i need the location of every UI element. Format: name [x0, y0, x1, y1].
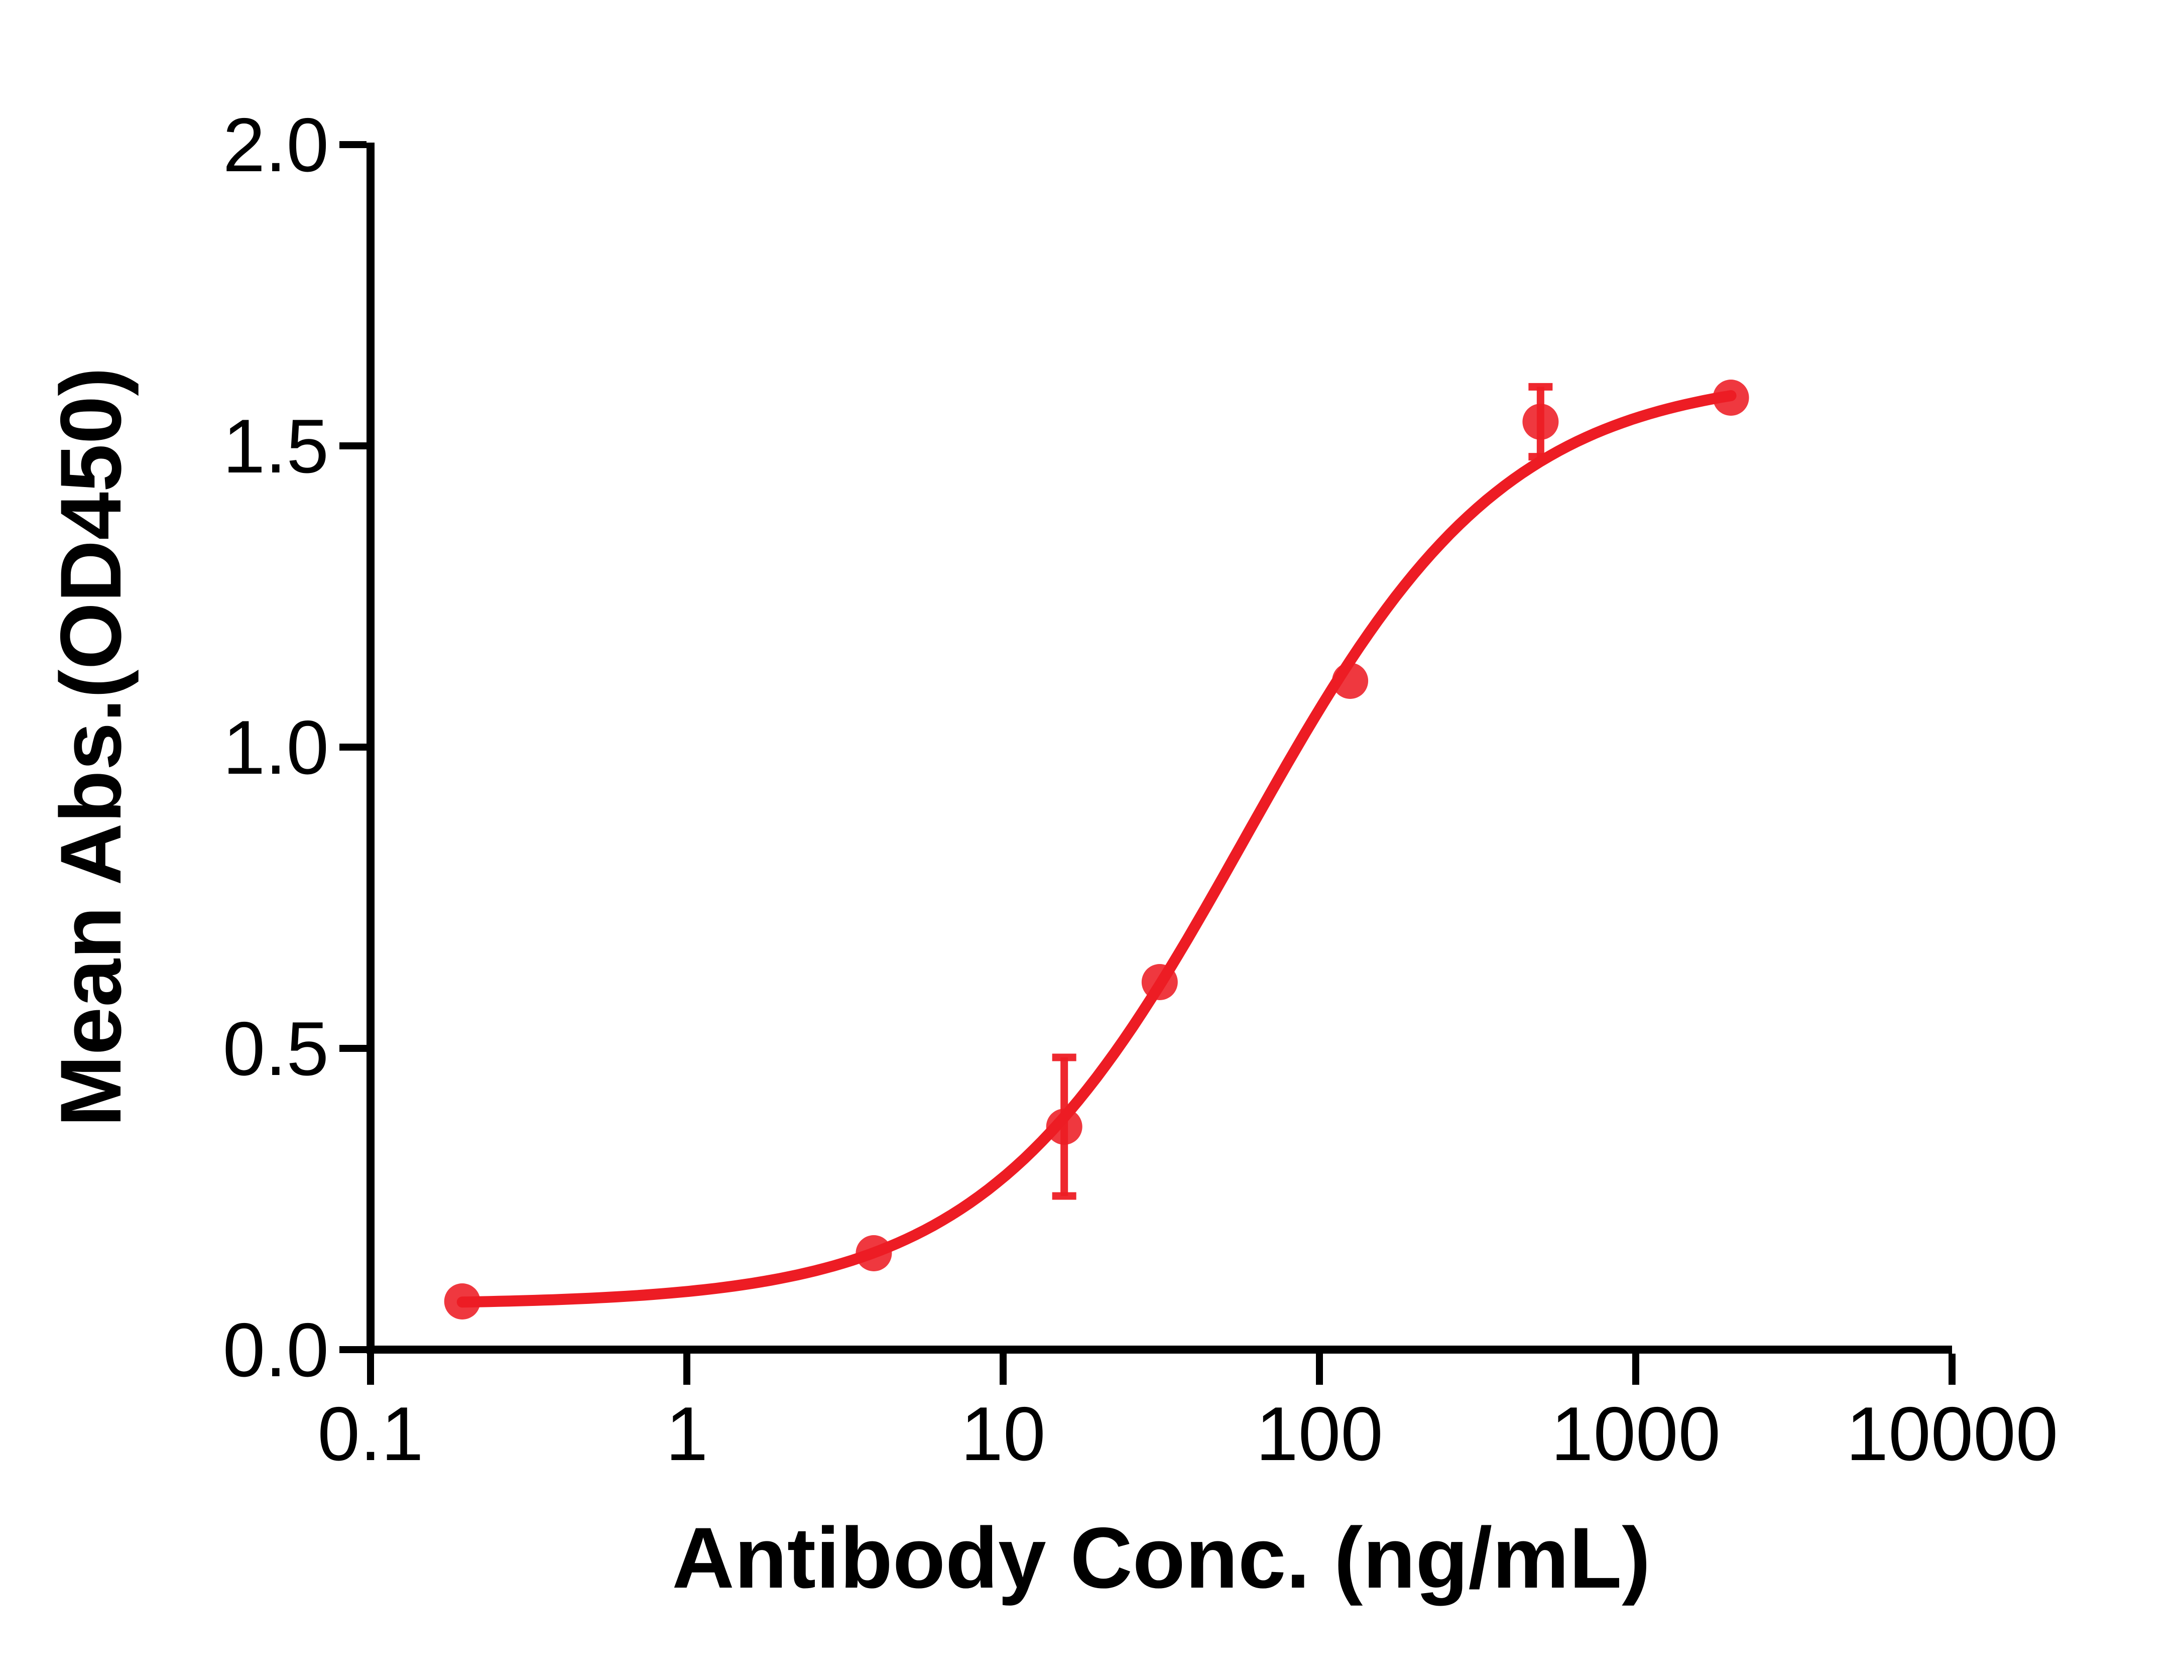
- x-axis-tick-labels: 0.1 1 10 100 1000 10000: [317, 1391, 2058, 1477]
- data-series-layer: [444, 380, 1749, 1319]
- x-axis-title: Antibody Conc. (ng/mL): [672, 1510, 1650, 1606]
- x-tick-label: 10000: [1846, 1391, 2058, 1477]
- axis-frame: [367, 143, 1952, 1354]
- x-tick-label: 100: [1256, 1391, 1383, 1477]
- y-tick-label: 0.5: [223, 1006, 329, 1092]
- data-point: [1046, 1109, 1082, 1145]
- y-tick-label: 1.0: [223, 705, 329, 790]
- y-axis-tick-labels: 0.0 0.5 1.0 1.5 2.0: [223, 102, 329, 1393]
- y-axis-title: Mean Abs.(OD450): [43, 367, 139, 1127]
- x-axis-ticks: [367, 1354, 1956, 1385]
- data-point: [1332, 663, 1369, 699]
- data-point: [1141, 964, 1178, 1000]
- fit-curve: [456, 390, 1737, 1308]
- data-point: [1713, 380, 1749, 416]
- y-tick-label: 1.5: [223, 404, 329, 489]
- data-point: [1522, 404, 1559, 440]
- data-point: [856, 1235, 892, 1271]
- x-tick-label: 10: [960, 1391, 1045, 1477]
- y-tick-label: 2.0: [223, 102, 329, 188]
- y-tick-label: 0.0: [223, 1307, 329, 1393]
- x-tick-label: 1: [666, 1391, 708, 1477]
- data-point: [444, 1283, 480, 1319]
- y-axis-ticks: [339, 141, 367, 1353]
- x-tick-label: 0.1: [317, 1391, 423, 1477]
- x-tick-label: 1000: [1551, 1391, 1721, 1477]
